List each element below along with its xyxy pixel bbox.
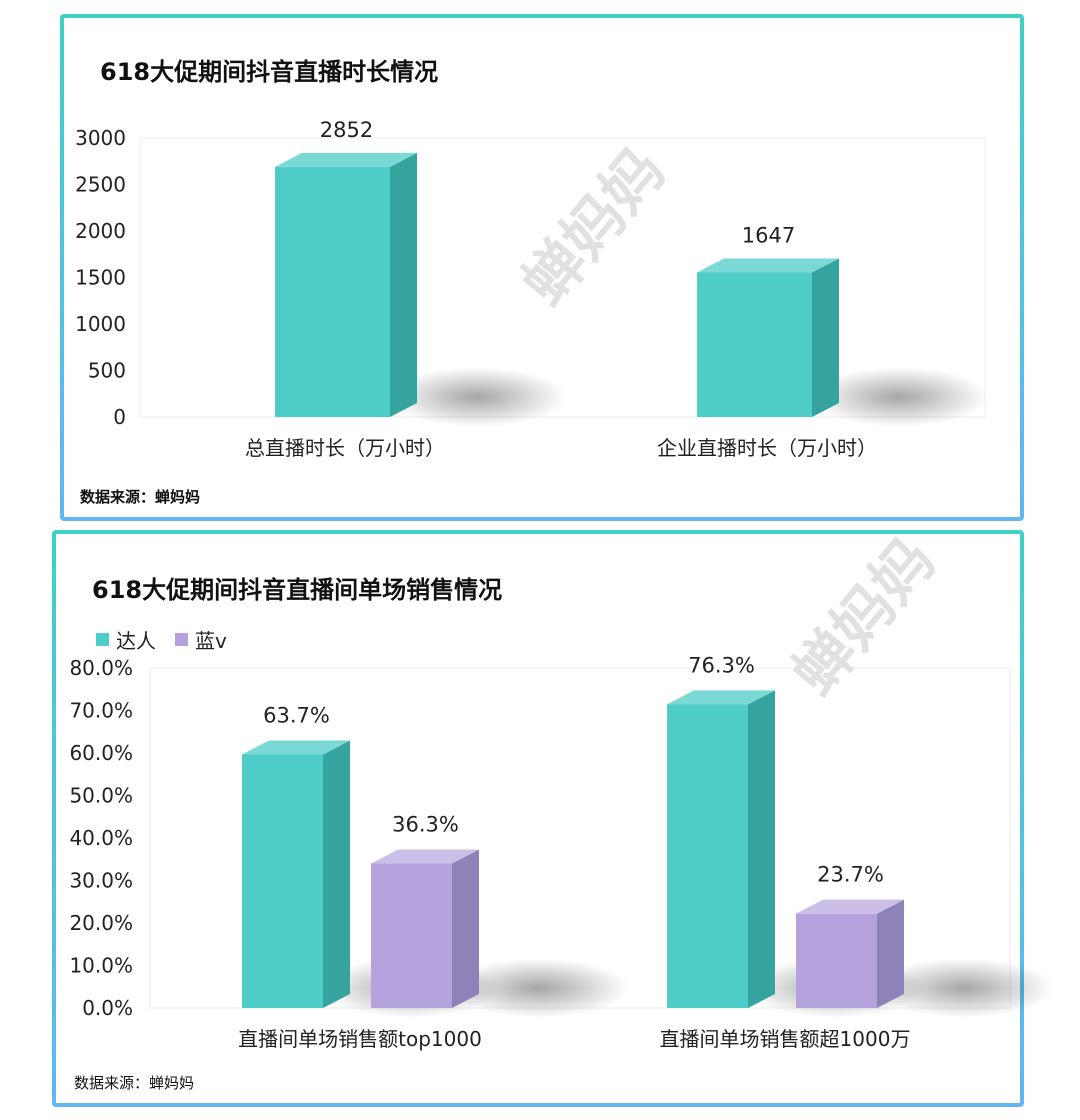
y-tick-label: 2500: [75, 173, 126, 197]
y-tick-label: 80.0%: [69, 656, 133, 680]
bar-side: [390, 152, 417, 418]
chart-title: 618大促期间抖音直播间单场销售情况: [92, 576, 503, 604]
y-tick-label: 0.0%: [82, 996, 133, 1020]
y-tick-label: 50.0%: [69, 784, 133, 808]
y-tick-label: 2000: [75, 219, 126, 243]
bar-front: [275, 166, 390, 417]
data-label: 76.3%: [688, 653, 755, 677]
bar-front: [697, 272, 812, 417]
bar-side: [812, 258, 839, 417]
x-tick-label: 总直播时长（万小时）: [245, 436, 445, 460]
x-tick-label: 企业直播时长（万小时）: [657, 436, 877, 460]
y-tick-label: 500: [88, 359, 126, 383]
bar-shadow: [387, 367, 567, 427]
plot-area: [139, 137, 986, 418]
bar-daren-top: [242, 740, 350, 755]
bar-lanv-top: [796, 899, 904, 914]
bar-lanv-front: [371, 863, 452, 1008]
y-tick-label: 1000: [75, 312, 126, 336]
legend-swatch-daren: [96, 633, 109, 646]
bar-lanv-shadow: [874, 958, 1054, 1018]
bar-daren-front: [667, 704, 748, 1008]
bar-daren-top: [667, 690, 775, 705]
bar-lanv-top: [371, 849, 479, 864]
x-tick-label: 直播间单场销售额top1000: [238, 1027, 482, 1051]
data-source: 数据来源：蝉妈妈: [74, 1074, 195, 1092]
chart-title: 618大促期间抖音直播时长情况: [100, 58, 439, 86]
data-source: 数据来源：蝉妈妈: [80, 488, 201, 506]
bar-lanv-shadow: [449, 958, 629, 1018]
bar-shadow: [809, 367, 989, 427]
data-label: 1647: [742, 224, 795, 248]
bar-lanv-front: [796, 913, 877, 1008]
bar-daren-side: [748, 690, 775, 1008]
y-tick-label: 3000: [75, 126, 126, 150]
y-tick-label: 60.0%: [69, 741, 133, 765]
bar-top: [275, 152, 417, 167]
y-tick-label: 70.0%: [69, 699, 133, 723]
bar-top: [697, 258, 839, 273]
y-tick-label: 0: [113, 405, 126, 429]
legend-label: 达人: [116, 629, 156, 653]
y-tick-label: 40.0%: [69, 826, 133, 850]
bar-lanv-side: [452, 849, 479, 1008]
chart-panel-duration: [60, 14, 1024, 521]
legend-swatch-lanv: [175, 633, 188, 646]
x-tick-label: 直播间单场销售额超1000万: [660, 1027, 911, 1051]
data-label: 63.7%: [263, 703, 330, 727]
y-tick-label: 10.0%: [69, 954, 133, 978]
y-tick-label: 20.0%: [69, 911, 133, 935]
data-label: 36.3%: [392, 813, 459, 837]
bar-daren-side: [323, 740, 350, 1008]
y-tick-label: 1500: [75, 266, 126, 290]
bar-lanv-side: [877, 899, 904, 1008]
bar-daren-front: [242, 754, 323, 1008]
data-label: 2852: [320, 118, 373, 142]
y-tick-label: 30.0%: [69, 869, 133, 893]
data-label: 23.7%: [817, 863, 884, 887]
legend-label: 蓝v: [195, 629, 227, 653]
